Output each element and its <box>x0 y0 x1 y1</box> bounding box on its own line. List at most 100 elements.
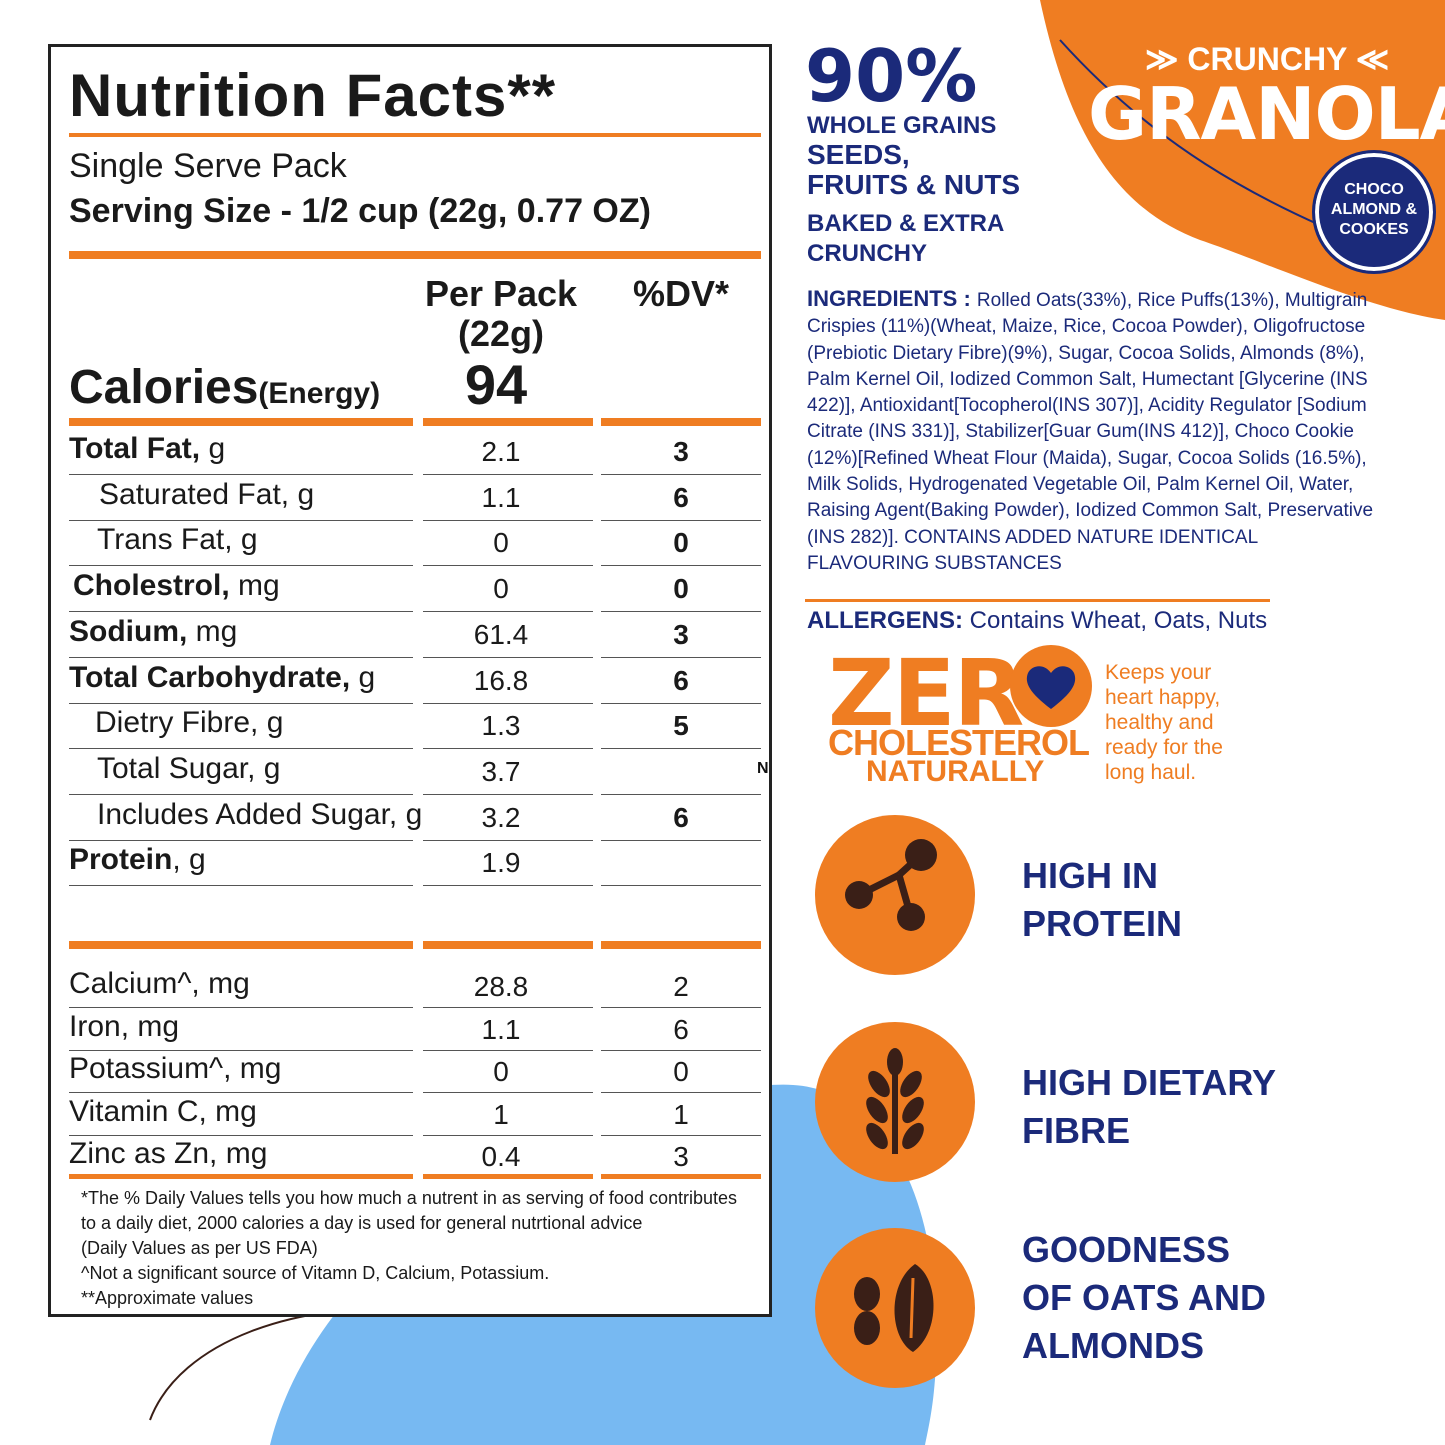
zero-tagline: Keeps your heart happy, healthy and read… <box>1105 660 1223 785</box>
row-divider <box>601 519 761 521</box>
row-divider <box>601 611 761 613</box>
row-divider <box>601 839 761 841</box>
row-divider <box>423 611 593 613</box>
protein-badge <box>815 815 975 975</box>
row-divider <box>423 1092 593 1093</box>
mineral-label: Zinc as Zn, mg <box>69 1137 268 1170</box>
row-divider <box>423 885 593 887</box>
claim-line: CRUNCHY <box>807 240 927 267</box>
row-divider <box>69 474 413 475</box>
row-divider <box>69 1049 413 1051</box>
feature-oats-almonds: GOODNESS OF OATS AND ALMONDS <box>1022 1229 1266 1366</box>
orange-rule <box>423 941 593 949</box>
zero-text: ZER <box>828 640 1024 747</box>
row-divider <box>601 1049 761 1051</box>
mineral-dv: 3 <box>673 1141 689 1172</box>
footnote: ^Not a significant source of Vitamn D, C… <box>81 1263 550 1283</box>
nutrient-value: 3.2 <box>481 801 521 833</box>
pack-type: Single Serve Pack <box>69 147 347 185</box>
ingredients-label: INGREDIENTS : <box>807 286 977 311</box>
allergens-line: ALLERGENS: Contains Wheat, Oats, Nuts <box>807 607 1268 634</box>
row-divider <box>601 748 761 750</box>
row-divider <box>69 793 413 795</box>
mineral-dv: 0 <box>673 1056 689 1087</box>
fibre-badge <box>815 1022 975 1182</box>
almond-icon <box>854 1264 934 1352</box>
mineral-label: Calcium^, mg <box>69 967 250 1000</box>
nutrient-value: 1.1 <box>481 481 521 513</box>
row-divider <box>69 656 413 658</box>
ingredients-block: INGREDIENTS : Rolled Oats(33%), Rice Puf… <box>807 286 1377 577</box>
nutrient-value: 1.9 <box>481 847 521 879</box>
orange-rule <box>805 599 1270 602</box>
calories-label: Calories(Energy) <box>69 361 381 414</box>
claim-line: FRUITS & NUTS <box>807 169 1021 200</box>
row-divider <box>423 793 593 795</box>
nutrient-value: 16.8 <box>473 664 529 696</box>
mineral-label: Vitamin C, mg <box>69 1094 257 1128</box>
per-pack-header-sub: (22g) <box>457 313 544 354</box>
nutrient-value: 61.4 <box>473 618 529 650</box>
row-divider <box>601 656 761 658</box>
orange-rule <box>423 418 593 426</box>
nutrient-value: 3.7 <box>481 755 521 787</box>
nutrient-value: 1.3 <box>481 710 521 742</box>
nutrient-dv: 6 <box>673 801 689 833</box>
calories-value: 94 <box>464 353 528 416</box>
brand-crunchy: ≫ CRUNCHY ≪ <box>1145 41 1390 77</box>
row-divider <box>69 1134 413 1136</box>
orange-rule <box>601 418 761 426</box>
row-divider <box>69 519 413 521</box>
nutrient-dv: 5 <box>673 710 689 742</box>
row-divider <box>423 519 593 521</box>
ingredients-text: Rolled Oats(33%), Rice Puffs(13%), Multi… <box>807 290 1374 574</box>
row-divider <box>423 565 593 567</box>
footnote: **Approximate values <box>81 1288 254 1308</box>
nutrient-value: 0 <box>493 573 509 605</box>
dv-header: %DV* <box>632 273 730 314</box>
tagline-line: heart happy, <box>1105 686 1221 709</box>
row-divider <box>423 1007 593 1008</box>
row-divider <box>423 1049 593 1051</box>
nutrient-label: Total Carbohydrate, g <box>69 660 376 694</box>
orange-rule <box>69 251 761 259</box>
nutrient-label: Sodium, mg <box>69 614 238 648</box>
oats-almond-badge <box>815 1228 975 1388</box>
badge-line: COOKES <box>1339 221 1409 238</box>
orange-rule <box>69 418 413 426</box>
row-divider <box>601 793 761 795</box>
nutrient-dv: 6 <box>673 664 689 696</box>
footnote: *The % Daily Values tells you how much a… <box>81 1188 738 1208</box>
claim-line: WHOLE GRAINS <box>807 112 997 139</box>
molecule-icon <box>845 839 937 931</box>
orange-rule <box>601 1174 761 1179</box>
row-divider <box>601 565 761 567</box>
row-divider <box>69 748 413 750</box>
nutrient-label: Trans Fat, g <box>97 523 258 557</box>
row-divider <box>69 885 413 887</box>
heart-icon <box>1026 666 1076 709</box>
orange-rule <box>69 941 413 949</box>
orange-rule <box>423 1174 593 1179</box>
row-divider <box>69 839 413 841</box>
nutrient-label: Total Fat, g <box>69 432 226 465</box>
row-divider <box>423 748 593 750</box>
row-divider <box>601 1134 761 1136</box>
feature-fibre: HIGH DIETARY FIBRE <box>1022 1062 1277 1151</box>
nutrient-value: 2.1 <box>481 436 521 467</box>
nutrient-label: Protein, g <box>69 843 206 877</box>
orange-rule <box>69 133 761 137</box>
row-divider <box>601 1007 761 1008</box>
row-divider <box>423 1134 593 1136</box>
feature-protein: HIGH IN PROTEIN <box>1022 855 1183 944</box>
nutrient-label: Cholestrol, mg <box>73 569 280 603</box>
row-divider <box>69 611 413 613</box>
naturally-text: NATURALLY <box>866 755 1045 788</box>
nutrition-facts-panel: Nutrition Facts** Single Serve Pack Serv… <box>48 44 772 1317</box>
tagline-line: healthy and <box>1105 711 1214 734</box>
row-divider <box>423 839 593 841</box>
mineral-value: 0 <box>493 1056 509 1087</box>
row-divider <box>423 474 593 475</box>
claim-line: SEEDS, <box>807 139 910 170</box>
footnote: to a daily diet, 2000 calories a day is … <box>81 1213 643 1233</box>
